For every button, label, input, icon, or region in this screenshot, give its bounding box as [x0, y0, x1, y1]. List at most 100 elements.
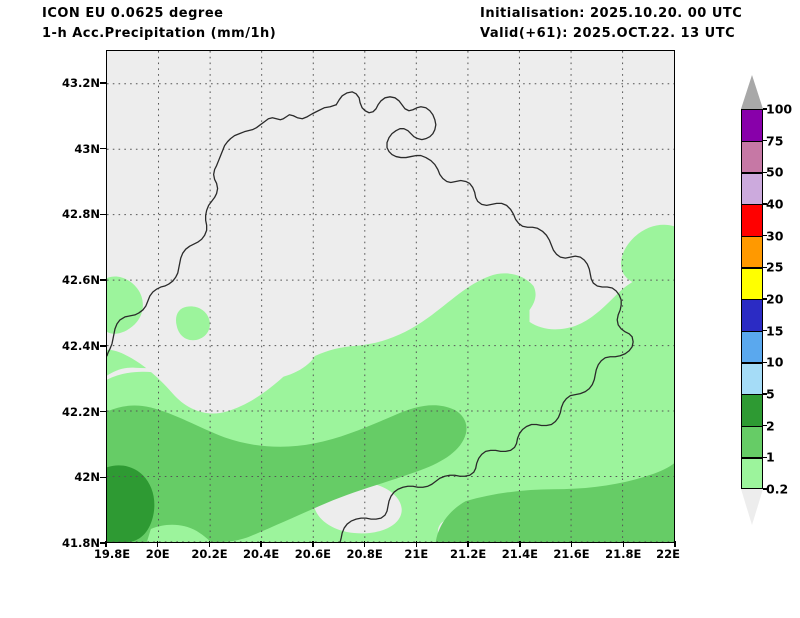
colorbar-segment [741, 394, 763, 426]
colorbar-tick-label: 15 [766, 323, 784, 339]
colorbar-divider [741, 140, 763, 142]
colorbar-tick-mark [763, 456, 767, 459]
colorbar [741, 75, 763, 525]
y-tick-label: 43N [74, 141, 100, 156]
y-tick-mark [100, 542, 106, 544]
colorbar-tick-mark [763, 234, 767, 237]
y-tick-label: 42N [74, 470, 100, 485]
x-tick-mark [105, 541, 107, 547]
colorbar-segment [741, 109, 763, 141]
colorbar-tick-label: 40 [766, 196, 784, 212]
colorbar-segment [741, 425, 763, 458]
colorbar-tick-label: 10 [766, 354, 784, 370]
colorbar-over-arrow [741, 75, 763, 109]
colorbar-tick-label: 50 [766, 164, 784, 180]
colorbar-divider [741, 299, 763, 301]
y-tick-mark [100, 147, 106, 150]
colorbar-divider [741, 235, 763, 237]
x-tick-label: 20.6E [294, 547, 332, 561]
precip-patch-midwest [176, 306, 210, 341]
x-tick-mark [622, 541, 625, 547]
x-tick-label: 20.2E [191, 547, 228, 561]
dry-hole-northwest [107, 338, 316, 383]
x-tick-label: 20E [145, 547, 170, 561]
x-tick-label: 20.4E [243, 547, 280, 561]
x-tick-label: 21.4E [501, 547, 538, 561]
colorbar-tick-label: 1 [766, 449, 775, 465]
colorbar-tick-mark [763, 266, 767, 269]
colorbar-tick-mark [763, 424, 767, 427]
precip-band-1-2-southeast [435, 463, 674, 542]
x-tick-mark [415, 541, 418, 547]
precip-band-2-5-max [107, 465, 155, 542]
x-tick-label: 21.2E [449, 547, 487, 561]
y-tick-label: 42.2N [62, 404, 100, 419]
colorbar-tick-mark [763, 203, 767, 205]
y-tick-mark [100, 476, 106, 479]
colorbar-divider [741, 394, 763, 396]
precip-light-overlay-sw [146, 524, 211, 542]
map-gridlines [107, 51, 674, 542]
colorbar-divider [741, 267, 763, 269]
colorbar-tick-label: 20 [766, 291, 784, 307]
y-tick-label: 43.2N [62, 75, 100, 90]
map-plot-area [106, 50, 675, 543]
colorbar-divider [741, 457, 763, 459]
colorbar-tick-label: 30 [766, 228, 784, 244]
x-tick-mark [156, 541, 159, 547]
colorbar-tick-mark [763, 393, 767, 395]
header-model-line: ICON EU 0.0625 degree [42, 6, 224, 21]
colorbar-divider [741, 204, 763, 206]
y-tick-mark [100, 213, 106, 216]
colorbar-edge [741, 109, 763, 111]
colorbar-tick-mark [763, 108, 767, 110]
x-tick-label: 21.6E [553, 547, 590, 561]
colorbar-tick-label: 100 [766, 101, 793, 117]
colorbar-divider [741, 172, 763, 174]
colorbar-tick-label: 25 [766, 259, 784, 275]
colorbar-segment [741, 299, 763, 331]
x-tick-label: 21.8E [605, 547, 642, 561]
colorbar-segment [741, 267, 763, 299]
precip-band-1-2 [107, 405, 467, 542]
colorbar-tick-mark [763, 171, 767, 174]
x-tick-mark [312, 541, 314, 547]
colorbar-under-arrow [741, 489, 763, 525]
x-tick-mark [208, 541, 211, 547]
x-tick-label: 21E [404, 547, 429, 561]
header-valid-line: Valid(+61): 2025.OCT.22. 13 UTC [480, 26, 736, 41]
colorbar-tick-label: 0.2 [766, 481, 789, 497]
colorbar-segment [741, 204, 763, 236]
colorbar-tick-label: 2 [766, 418, 775, 434]
x-tick-label: 20.8E [346, 547, 383, 561]
y-tick-mark [100, 345, 106, 347]
colorbar-tick-mark [763, 139, 767, 142]
y-tick-mark [100, 279, 106, 281]
colorbar-divider [741, 330, 763, 332]
colorbar-tick-mark [763, 329, 767, 332]
colorbar-segment [741, 330, 763, 363]
precip-patch-west [107, 276, 143, 334]
colorbar-divider [741, 425, 763, 427]
colorbar-tick-mark [763, 361, 767, 364]
colorbar-divider [741, 362, 763, 364]
colorbar-tick-label: 75 [766, 133, 784, 149]
y-axis-tick-labels: 41.8N 42N 42.2N 42.4N 42.6N 42.8N 43N 43.2N [0, 50, 106, 550]
y-tick-label: 42.6N [62, 273, 100, 288]
colorbar-segment [741, 457, 763, 489]
precip-shading-layer [107, 224, 674, 542]
y-tick-mark [100, 82, 106, 84]
x-tick-mark [674, 541, 676, 547]
header-initialisation-line: Initialisation: 2025.10.20. 00 UTC [480, 6, 743, 21]
x-tick-mark [363, 541, 366, 547]
x-tick-mark [519, 541, 521, 547]
colorbar-segment [741, 235, 763, 268]
x-tick-label: 22E [656, 547, 680, 561]
y-tick-label: 41.8N [62, 536, 100, 550]
colorbar-tick-mark [763, 298, 767, 300]
y-tick-mark [100, 410, 106, 413]
colorbar-edge [741, 487, 763, 489]
y-tick-label: 42.4N [62, 338, 100, 353]
x-tick-mark [570, 541, 573, 547]
